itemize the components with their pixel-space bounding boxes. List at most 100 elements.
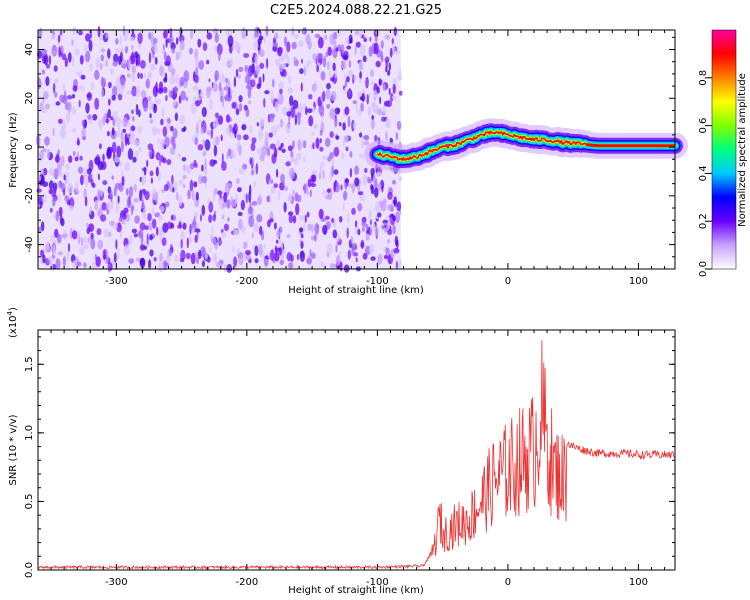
noise-speckle xyxy=(173,99,177,106)
noise-speckle xyxy=(112,118,116,127)
noise-speckle xyxy=(344,106,350,116)
noise-speckle xyxy=(308,115,314,127)
noise-speckle xyxy=(386,100,392,108)
noise-speckle xyxy=(198,89,201,95)
noise-speckle xyxy=(318,208,324,220)
noise-speckle xyxy=(300,234,304,239)
noise-speckle xyxy=(350,37,353,43)
noise-speckle xyxy=(84,196,88,207)
noise-speckle xyxy=(102,249,107,261)
noise-speckle xyxy=(107,263,111,273)
noise-speckle xyxy=(85,102,90,114)
noise-speckle xyxy=(58,181,62,190)
noise-speckle xyxy=(297,139,302,151)
noise-speckle xyxy=(96,189,101,202)
noise-speckle xyxy=(135,54,138,66)
noise-speckle xyxy=(90,238,96,250)
noise-speckle xyxy=(64,177,69,185)
noise-speckle xyxy=(382,105,386,115)
noise-speckle xyxy=(149,119,154,124)
noise-speckle xyxy=(159,65,165,77)
noise-speckle xyxy=(170,222,175,229)
noise-speckle xyxy=(72,93,75,99)
noise-speckle xyxy=(50,235,55,243)
noise-speckle xyxy=(124,135,128,147)
noise-speckle xyxy=(54,91,58,98)
noise-speckle xyxy=(333,181,336,193)
noise-speckle xyxy=(284,51,289,60)
noise-speckle xyxy=(330,77,335,82)
noise-speckle xyxy=(221,161,227,171)
noise-speckle xyxy=(132,156,137,163)
noise-speckle xyxy=(359,132,363,138)
noise-speckle xyxy=(312,142,315,150)
ridge-tail xyxy=(586,143,675,148)
noise-speckle xyxy=(228,87,231,99)
noise-speckle xyxy=(287,87,293,94)
noise-speckle xyxy=(289,95,294,107)
noise-speckle xyxy=(295,203,300,216)
noise-speckle xyxy=(281,62,287,70)
noise-speckle xyxy=(334,68,337,79)
noise-speckle xyxy=(109,220,115,227)
noise-speckle xyxy=(317,52,323,60)
noise-speckle xyxy=(128,234,133,246)
noise-speckle xyxy=(213,122,218,129)
noise-speckle xyxy=(151,191,155,197)
snr-x-tick-label: 100 xyxy=(629,577,648,588)
noise-speckle xyxy=(185,164,191,174)
noise-speckle xyxy=(201,175,208,184)
noise-speckle xyxy=(300,82,303,92)
noise-speckle xyxy=(388,253,391,264)
noise-speckle xyxy=(72,150,76,157)
noise-speckle xyxy=(48,168,55,176)
snr-multiplier-label: (x10 xyxy=(8,315,19,338)
noise-speckle xyxy=(111,175,114,180)
noise-speckle xyxy=(310,235,315,241)
spectrogram-x-label: Height of straight line (km) xyxy=(288,285,424,296)
noise-speckle xyxy=(194,99,201,107)
noise-speckle xyxy=(347,115,351,128)
noise-speckle xyxy=(281,106,288,116)
noise-speckle xyxy=(311,83,317,93)
noise-speckle xyxy=(100,214,107,222)
noise-speckle xyxy=(82,172,89,180)
noise-speckle xyxy=(359,195,363,202)
noise-speckle xyxy=(42,167,48,176)
noise-speckle xyxy=(351,183,355,194)
noise-speckle xyxy=(376,171,382,177)
noise-speckle xyxy=(62,83,66,90)
noise-speckle xyxy=(139,257,146,269)
noise-speckle xyxy=(212,214,216,222)
noise-speckle xyxy=(53,65,58,72)
noise-speckle xyxy=(196,256,199,265)
noise-speckle xyxy=(187,189,192,200)
noise-speckle xyxy=(245,254,252,261)
noise-speckle xyxy=(359,44,366,57)
noise-speckle xyxy=(56,233,62,244)
noise-speckle xyxy=(154,56,158,65)
noise-speckle xyxy=(118,216,123,222)
noise-speckle xyxy=(135,150,139,159)
noise-speckle xyxy=(109,190,113,202)
snr-multiplier: (x104) xyxy=(6,307,19,338)
noise-speckle xyxy=(334,117,338,128)
noise-speckle xyxy=(232,40,239,51)
noise-speckle xyxy=(317,36,324,49)
noise-speckle xyxy=(265,132,270,142)
noise-speckle xyxy=(78,85,84,90)
noise-speckle xyxy=(243,134,249,141)
noise-speckle xyxy=(203,165,208,177)
noise-speckle xyxy=(115,77,121,89)
noise-speckle xyxy=(72,85,78,92)
noise-speckle xyxy=(395,260,398,270)
noise-speckle xyxy=(372,172,376,184)
noise-speckle xyxy=(85,179,89,188)
noise-speckle xyxy=(148,222,153,231)
noise-speckle xyxy=(274,101,279,113)
noise-speckle xyxy=(254,258,259,264)
noise-speckle xyxy=(193,181,198,188)
noise-speckle xyxy=(146,159,149,168)
noise-speckle xyxy=(164,136,170,148)
noise-speckle xyxy=(94,156,101,165)
